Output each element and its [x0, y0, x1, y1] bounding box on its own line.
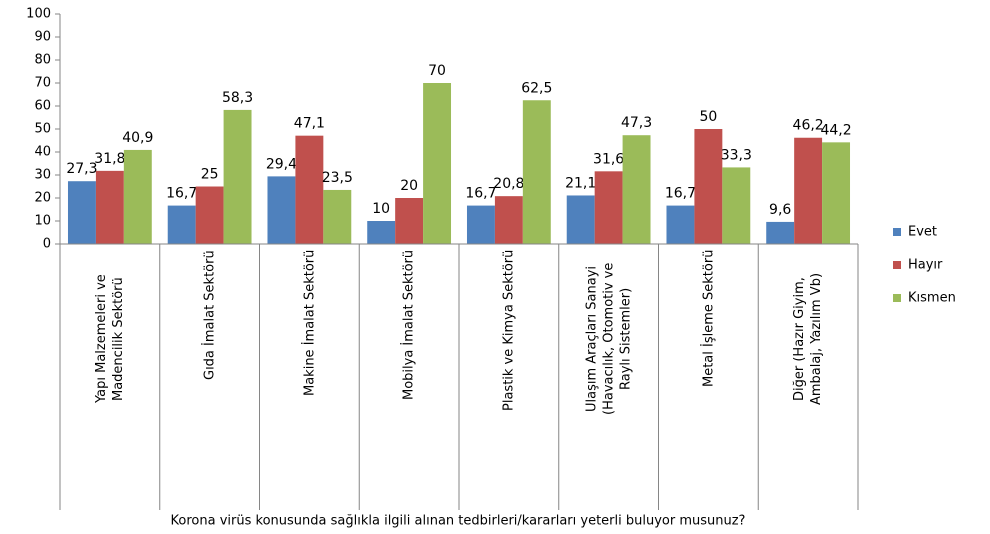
x-tick-label: Ulaşım Araçları Sanayi (Havacılık, Otomo…: [584, 262, 634, 416]
x-tick-label-box: Ulaşım Araçları Sanayi (Havacılık, Otomo…: [559, 250, 659, 428]
x-tick-label: Metal İşleme Sektörü: [700, 250, 716, 388]
data-label: 31,8: [94, 151, 125, 167]
data-label: 29,4: [266, 156, 297, 172]
bar: [694, 129, 723, 244]
y-tick-label: 20: [34, 191, 51, 206]
x-axis-title: Korona virüs konusunda sağlıkla ilgili a…: [171, 514, 746, 529]
bar: [267, 176, 296, 244]
data-label: 10: [372, 201, 390, 217]
data-label: 70: [428, 63, 446, 79]
data-label: 27,3: [66, 161, 97, 177]
y-tick-label: 90: [34, 30, 51, 45]
bar: [223, 109, 252, 244]
x-tick-label-box: Gıda İmalat Sektörü: [160, 250, 260, 428]
y-tick-label: 0: [43, 237, 51, 252]
data-label: 21,1: [565, 175, 596, 191]
bar: [466, 205, 495, 244]
y-tick-label: 70: [34, 76, 51, 91]
data-label: 47,1: [294, 116, 325, 132]
bar: [423, 83, 452, 244]
x-tick-label: Mobilya İmalat Sektörü: [401, 250, 417, 401]
data-label: 16,7: [465, 186, 496, 202]
data-label: 58,3: [222, 90, 253, 106]
bar: [95, 170, 124, 244]
data-label: 9,6: [769, 202, 791, 218]
bar: [323, 189, 352, 244]
y-tick-label: 60: [34, 99, 51, 114]
x-tick-label-box: Diğer (Hazır Giyim, Ambalaj, Yazılım Vb): [758, 250, 858, 428]
bar: [794, 137, 823, 244]
data-label: 31,6: [593, 151, 624, 167]
bar: [123, 149, 152, 244]
legend-label: Kısmen: [908, 291, 956, 306]
bar: [522, 100, 551, 244]
data-label: 50: [699, 109, 717, 125]
x-tick-label-box: Metal İşleme Sektörü: [659, 250, 759, 428]
bar: [494, 196, 523, 244]
bar: [167, 205, 196, 244]
bar: [594, 171, 623, 244]
legend-swatch: [893, 294, 901, 302]
data-label: 62,5: [521, 80, 552, 96]
y-tick-label: 100: [26, 7, 51, 22]
bar: [722, 167, 751, 244]
x-tick-label-box: Makine İmalat Sektörü: [260, 250, 360, 428]
data-label: 44,2: [820, 122, 851, 138]
y-tick-label: 80: [34, 53, 51, 68]
x-tick-label-box: Mobilya İmalat Sektörü: [359, 250, 459, 428]
legend-swatch: [893, 261, 901, 269]
bar: [822, 142, 851, 244]
y-tick-label: 10: [34, 214, 51, 229]
y-tick-label: 40: [34, 145, 51, 160]
x-tick-label-box: Plastik ve Kimya Sektörü: [459, 250, 559, 428]
data-label: 47,3: [621, 115, 652, 131]
bar: [766, 221, 795, 244]
legend-swatch: [893, 228, 901, 236]
legend-label: Hayır: [908, 258, 943, 273]
x-tick-label: Yapı Malzemeleri ve Madencilik Sektörü: [93, 274, 126, 404]
bar: [395, 198, 424, 244]
x-tick-label: Makine İmalat Sektörü: [301, 250, 317, 397]
y-tick-label: 50: [34, 122, 51, 137]
y-tick-label: 30: [34, 168, 51, 183]
data-label: 46,2: [793, 118, 824, 134]
data-label: 33,3: [721, 147, 752, 163]
bar: [367, 221, 396, 244]
bar: [295, 135, 324, 244]
data-label: 20: [400, 178, 418, 194]
x-tick-label: Gıda İmalat Sektörü: [202, 250, 218, 380]
x-tick-label: Plastik ve Kimya Sektörü: [501, 250, 517, 412]
data-label: 40,9: [122, 130, 153, 146]
bar: [566, 195, 595, 244]
x-tick-label: Diğer (Hazır Giyim, Ambalaj, Yazılım Vb): [792, 272, 825, 406]
data-label: 16,7: [166, 186, 197, 202]
bar: [666, 205, 695, 244]
bar: [67, 181, 96, 244]
data-label: 16,7: [665, 186, 696, 202]
data-label: 25: [201, 167, 219, 183]
legend-label: Evet: [908, 225, 937, 240]
x-tick-label-box: Yapı Malzemeleri ve Madencilik Sektörü: [60, 250, 160, 428]
data-label: 23,5: [322, 170, 353, 186]
bar: [195, 186, 224, 244]
bar: [622, 135, 651, 244]
data-label: 20,8: [493, 176, 524, 192]
